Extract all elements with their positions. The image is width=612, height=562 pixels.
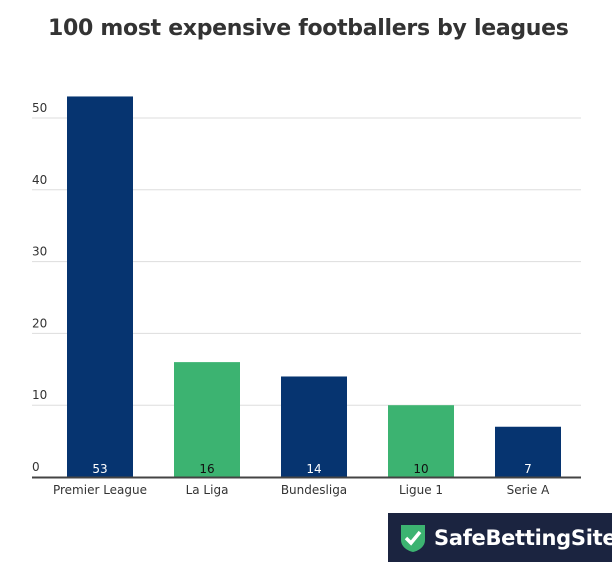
data-label: 53 — [92, 462, 107, 476]
x-tick-label: Serie A — [507, 483, 550, 497]
brand-name: SafeBettingSites — [434, 525, 612, 550]
bar-bundesliga — [281, 376, 347, 477]
bar-ligue-1 — [388, 405, 454, 477]
x-tick-label: Bundesliga — [281, 483, 347, 497]
data-label: 7 — [524, 462, 532, 476]
shield-check-icon — [400, 523, 426, 553]
y-tick-label: 10 — [32, 388, 47, 402]
data-label: 14 — [306, 462, 321, 476]
y-tick-label: 20 — [32, 316, 47, 330]
y-tick-label: 0 — [32, 460, 40, 474]
y-tick-label: 30 — [32, 245, 47, 259]
bar-serie-a — [495, 426, 561, 477]
bar-la-liga — [174, 362, 240, 477]
bar-premier-league — [67, 96, 133, 478]
chart-title: 100 most expensive footballers by league… — [48, 16, 569, 41]
x-tick-label: La Liga — [186, 483, 229, 497]
x-tick-label: Premier League — [53, 483, 147, 497]
x-tick-label: Ligue 1 — [399, 483, 443, 497]
bar-chart: 0 10 20 30 40 50 53 Premier League 16 La Liga 14 Bu… — [32, 96, 581, 497]
y-tick-label: 50 — [32, 101, 47, 115]
brand-logo[interactable]: SafeBettingSites — [388, 513, 612, 562]
data-label: 10 — [413, 462, 428, 476]
y-tick-label: 40 — [32, 173, 47, 187]
data-label: 16 — [199, 462, 214, 476]
